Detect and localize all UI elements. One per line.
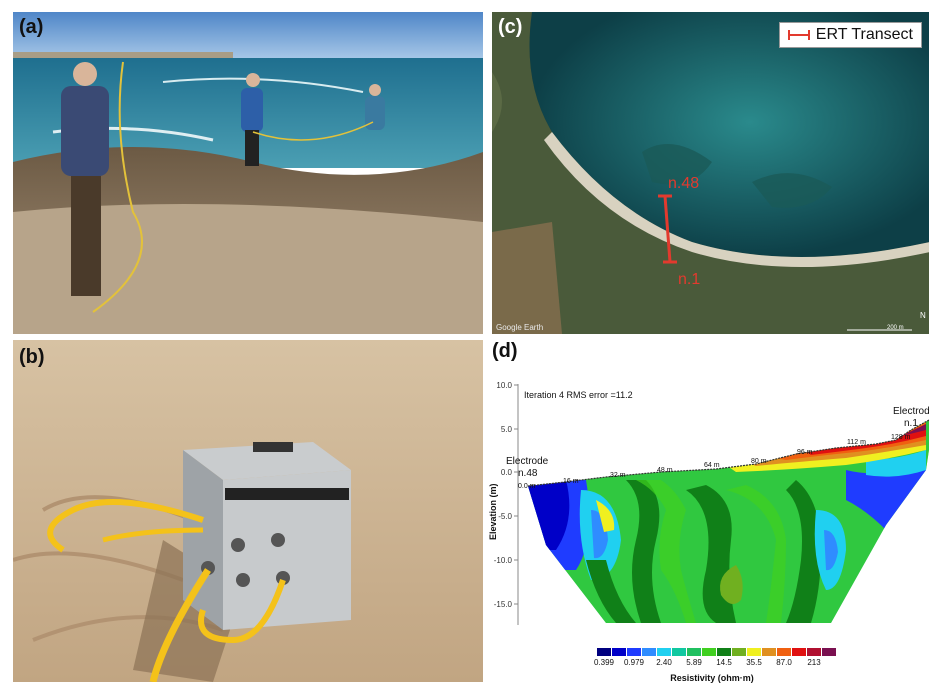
distance-marks: 0.0 m 16 m 32 m 48 m 64 m 80 m 96 m 112 … <box>518 434 911 490</box>
resistivity-colorbar <box>597 648 836 656</box>
ert-resistivity-section: 10.0 5.0 0.0 -5.0 -10.0 -15.0 Elevation … <box>488 381 929 683</box>
instrument-box-icon <box>183 442 351 630</box>
north-arrow-icon: N <box>920 311 926 320</box>
electrode-left-label: Electrode <box>506 456 549 467</box>
colorbar-swatch <box>657 648 671 656</box>
colorbar-label: 14.5 <box>716 658 732 667</box>
colorbar-swatch <box>702 648 716 656</box>
distance-mark: 16 m <box>563 478 579 485</box>
ert-section-panel-d: 10.0 5.0 0.0 -5.0 -10.0 -15.0 Elevation … <box>486 340 929 684</box>
y-tick: 5.0 <box>501 425 518 434</box>
colorbar-label: 2.40 <box>656 658 672 667</box>
colorbar-swatch <box>597 648 611 656</box>
distance-mark: 48 m <box>657 467 673 474</box>
distance-mark: 112 m <box>847 439 866 446</box>
colorbar-swatch <box>717 648 731 656</box>
colorbar-swatch <box>687 648 701 656</box>
svg-text:-5.0: -5.0 <box>498 512 512 521</box>
satellite-map-panel-c: n.48 n.1 Google Earth 200 m N (c) ERT Tr… <box>492 12 929 334</box>
colorbar-swatch <box>672 648 686 656</box>
svg-text:0.0: 0.0 <box>501 468 513 477</box>
map-scale-text: 200 m <box>887 325 904 331</box>
colorbar-swatch <box>777 648 791 656</box>
distance-mark: 80 m <box>751 458 767 465</box>
y-axis-label: Elevation (m) <box>488 483 498 540</box>
transect-label-top: n.48 <box>668 175 699 192</box>
colorbar-labels: 0.399 0.979 2.40 5.89 14.5 35.5 87.0 213 <box>594 658 821 667</box>
transect-label-bottom: n.1 <box>678 271 700 288</box>
y-tick: 10.0 <box>496 381 518 390</box>
beach-survey-photo <box>13 12 483 334</box>
colorbar-swatch <box>747 648 761 656</box>
electrode-left-number: n.48 <box>518 468 538 479</box>
electrode-right-number: n.1 <box>904 418 918 429</box>
transect-legend-icon <box>787 30 810 40</box>
distance-mark: 0.0 m <box>518 483 536 490</box>
colorbar-swatch <box>642 648 656 656</box>
satellite-image: n.48 n.1 Google Earth 200 m N <box>492 12 929 334</box>
electrode-right-label: Electrode <box>893 406 929 417</box>
svg-text:10.0: 10.0 <box>496 381 512 390</box>
colorbar-label: 35.5 <box>746 658 762 667</box>
map-legend: ERT Transect <box>778 22 922 48</box>
panel-label-c: (c) <box>498 16 523 38</box>
resistivity-section-body <box>528 420 929 623</box>
colorbar-label: 87.0 <box>776 658 792 667</box>
panel-label-d: (d) <box>492 340 518 362</box>
colorbar-swatch <box>762 648 776 656</box>
colorbar-label: 5.89 <box>686 658 702 667</box>
colorbar-title: Resistivity (ohm·m) <box>670 673 754 683</box>
y-tick: -15.0 <box>494 600 518 609</box>
legend-label: ERT Transect <box>815 26 913 43</box>
distance-mark: 96 m <box>797 449 813 456</box>
colorbar-label: 213 <box>807 658 821 667</box>
colorbar-label: 0.399 <box>594 658 615 667</box>
colorbar-swatch <box>807 648 821 656</box>
colorbar-swatch <box>732 648 746 656</box>
colorbar-swatch <box>822 648 836 656</box>
colorbar-swatch <box>792 648 806 656</box>
distance-mark: 64 m <box>704 462 720 469</box>
iteration-text: Iteration 4 RMS error =11.2 <box>524 390 633 400</box>
ert-transect-line <box>658 194 677 264</box>
google-earth-watermark: Google Earth <box>496 323 543 332</box>
panel-label-a: (a) <box>19 16 44 38</box>
y-tick: 0.0 <box>501 468 518 477</box>
colorbar-label: 0.979 <box>624 658 645 667</box>
svg-text:5.0: 5.0 <box>501 425 513 434</box>
person-icon <box>241 73 263 166</box>
panel-label-b: (b) <box>19 346 45 368</box>
distance-mark: 32 m <box>610 472 626 479</box>
person-icon <box>365 84 385 130</box>
colorbar-swatch <box>612 648 626 656</box>
y-axis-ticks: 10.0 5.0 0.0 -5.0 -10.0 -15.0 <box>494 381 518 609</box>
distance-mark: 128 m <box>891 434 911 441</box>
y-tick: -10.0 <box>494 556 518 565</box>
svg-text:-15.0: -15.0 <box>494 600 513 609</box>
colorbar-swatch <box>627 648 641 656</box>
surface-profile-line <box>527 419 929 487</box>
person-icon <box>61 62 109 296</box>
y-tick: -5.0 <box>498 512 518 521</box>
resistivity-meter-photo <box>13 340 483 682</box>
svg-text:-10.0: -10.0 <box>494 556 513 565</box>
photo-panel-a: (a) <box>13 12 483 334</box>
photo-panel-b: (b) <box>13 340 483 682</box>
